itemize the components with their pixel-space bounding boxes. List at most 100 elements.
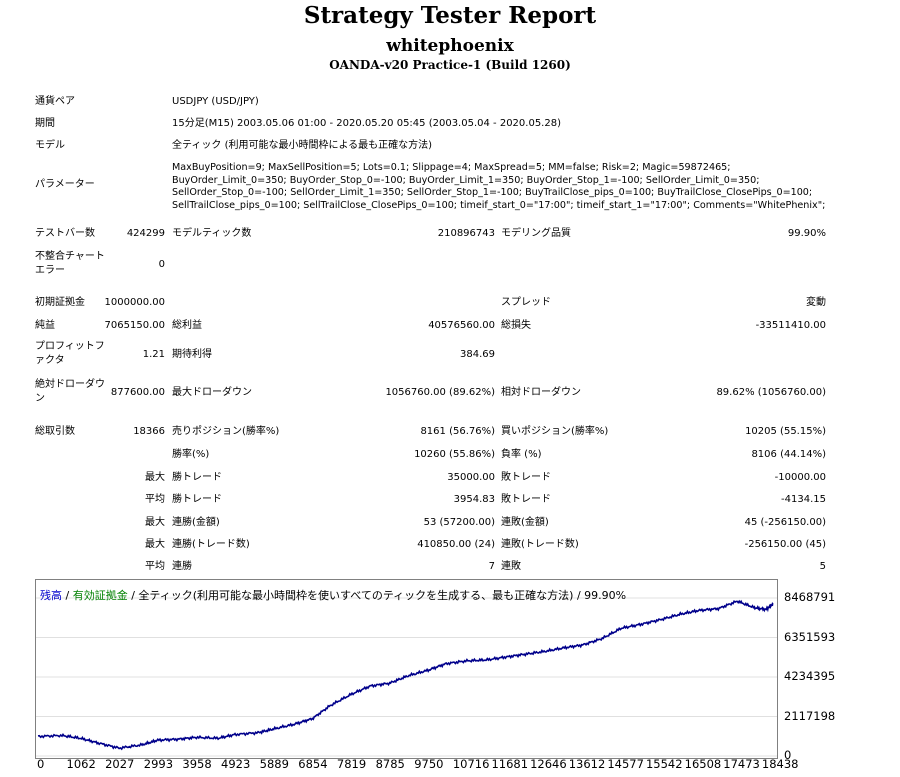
- legend-model-text: 全ティック(利用可能な最小時間枠を使いすべてのティックを生成する、最も正確な方法…: [138, 589, 627, 602]
- abs-drawdown-value: 877600.00: [110, 387, 165, 398]
- legend-balance: 残高: [40, 589, 62, 602]
- max-label-2: 最大: [145, 517, 165, 528]
- params-value: MaxBuyPosition=9; MaxSellPosition=5; Lot…: [172, 162, 826, 211]
- max-cons-profit-label: 連勝(トレード数): [172, 539, 250, 550]
- avg-cons-wins-value: 7: [488, 561, 495, 572]
- short-positions-value: 8161 (56.76%): [420, 426, 495, 437]
- avg-label-2: 平均: [145, 561, 165, 572]
- max-label-1: 最大: [145, 472, 165, 483]
- gross-loss-value: -33511410.00: [755, 320, 826, 331]
- x-tick-label-15: 14577: [607, 757, 644, 771]
- max-cons-loss-value: -256150.00 (45): [744, 539, 826, 550]
- max-cons-losses-label: 連敗(金額): [501, 517, 549, 528]
- params-label: パラメーター: [35, 179, 95, 190]
- win-rate-value: 10260 (55.86%): [414, 449, 495, 460]
- expected-payoff-label: 期待利得: [172, 349, 212, 360]
- max-cons-wins-value: 53 (57200.00): [423, 517, 495, 528]
- mismatch-label: 不整合チャートエラー: [35, 251, 105, 276]
- period-label: 期間: [35, 118, 55, 129]
- x-tick-label-2: 2027: [105, 757, 135, 771]
- y-tick-label-1: 6351593: [784, 629, 836, 644]
- net-profit-value: 7065150.00: [104, 320, 165, 331]
- deposit-label: 初期証拠金: [35, 297, 85, 308]
- mismatch-value: 0: [158, 259, 165, 270]
- x-tick-label-10: 9750: [414, 757, 444, 771]
- avg-loss-label: 敗トレード: [501, 494, 551, 505]
- bars-label: テストバー数: [35, 228, 95, 239]
- period-value: 15分足(M15) 2003.05.06 01:00 - 2020.05.20 …: [172, 118, 561, 129]
- avg-cons-losses-value: 5: [819, 561, 826, 572]
- deposit-value: 1000000.00: [104, 297, 165, 308]
- short-positions-label: 売りポジション(勝率%): [172, 426, 280, 437]
- x-tick-label-3: 2993: [143, 757, 174, 771]
- x-tick-label-5: 4923: [221, 757, 251, 771]
- server-build: OANDA-v20 Practice-1 (Build 1260): [329, 58, 571, 72]
- model-label: モデル: [35, 140, 65, 151]
- abs-drawdown-label: 絶対ドローダウン: [35, 379, 105, 404]
- balance-chart-svg: [36, 597, 777, 757]
- avg-cons-wins-label: 連勝: [172, 561, 192, 572]
- avg-win-label: 勝トレード: [172, 494, 222, 505]
- x-tick-label-12: 11681: [491, 757, 529, 771]
- max-drawdown-value: 1056760.00 (89.62%): [385, 387, 495, 398]
- rel-drawdown-value: 89.62% (1056760.00): [716, 387, 826, 398]
- total-trades-value: 18366: [133, 426, 165, 437]
- series-line-0: [37, 599, 774, 751]
- largest-win-value: 35000.00: [447, 472, 495, 483]
- x-tick-label-17: 16508: [684, 757, 722, 771]
- total-trades-label: 総取引数: [35, 426, 75, 437]
- x-tick-label-1: 1062: [66, 757, 96, 771]
- x-tick-label-11: 10716: [452, 757, 490, 771]
- pair-value: USDJPY (USD/JPY): [172, 96, 259, 107]
- spread-label: スプレッド: [501, 297, 551, 308]
- x-tick-label-7: 6854: [298, 757, 328, 771]
- gross-profit-value: 40576560.00: [428, 320, 495, 331]
- expected-payoff-value: 384.69: [460, 349, 495, 360]
- x-tick-label-19: 18438: [761, 757, 799, 771]
- profit-factor-label: プロフィットファクタ: [35, 341, 105, 366]
- gross-loss-label: 総損失: [501, 320, 531, 331]
- x-tick-label-0: 0: [37, 757, 45, 771]
- x-tick-label-14: 13612: [568, 757, 606, 771]
- largest-win-label: 勝トレード: [172, 472, 222, 483]
- y-tick-label-2: 4234395: [784, 669, 836, 683]
- largest-loss-label: 敗トレード: [501, 472, 551, 483]
- max-cons-profit-value: 410850.00 (24): [417, 539, 495, 550]
- spread-value: 変動: [806, 297, 826, 308]
- loss-rate-value: 8106 (44.14%): [751, 449, 826, 460]
- quality-value: 99.90%: [787, 228, 826, 239]
- legend-equity: 有効証拠金: [72, 589, 128, 602]
- x-tick-label-16: 15542: [645, 757, 683, 771]
- rel-drawdown-label: 相対ドローダウン: [501, 387, 581, 398]
- x-tick-label-18: 17473: [723, 757, 760, 771]
- ticks-label: モデルティック数: [172, 228, 252, 239]
- pair-label: 通貨ペア: [35, 96, 75, 107]
- x-tick-label-13: 12646: [530, 757, 567, 771]
- gross-profit-label: 総利益: [172, 320, 202, 331]
- largest-loss-value: -10000.00: [774, 472, 826, 483]
- avg-cons-losses-label: 連敗: [501, 561, 521, 572]
- model-value: 全ティック (利用可能な最小時間枠による最も正確な方法): [172, 140, 433, 151]
- quality-label: モデリング品質: [501, 228, 571, 239]
- win-rate-label: 勝率(%): [172, 449, 210, 460]
- max-cons-wins-label: 連勝(金額): [172, 517, 220, 528]
- x-tick-label-8: 7819: [336, 757, 367, 771]
- chart-legend: 残高 / 有効証拠金 / 全ティック(利用可能な最小時間枠を使いすべてのティック…: [40, 587, 626, 603]
- profit-factor-value: 1.21: [142, 349, 165, 360]
- avg-loss-value: -4134.15: [781, 494, 826, 505]
- report-title: Strategy Tester Report: [303, 2, 597, 29]
- max-drawdown-label: 最大ドローダウン: [172, 387, 252, 398]
- ticks-value: 210896743: [437, 228, 495, 239]
- avg-label-1: 平均: [145, 494, 165, 505]
- x-tick-label-9: 8785: [375, 757, 405, 771]
- y-tick-label-4: 0: [784, 748, 792, 762]
- max-label-3: 最大: [145, 539, 165, 550]
- long-positions-label: 買いポジション(勝率%): [501, 426, 609, 437]
- legend-separator-2: /: [127, 589, 139, 602]
- x-tick-label-4: 3958: [182, 757, 212, 771]
- max-cons-loss-label: 連敗(トレード数): [501, 539, 579, 550]
- x-tick-label-6: 5889: [259, 757, 289, 771]
- net-profit-label: 純益: [35, 320, 55, 331]
- account-name: whitephoenix: [386, 36, 514, 56]
- loss-rate-label: 負率 (%): [501, 449, 542, 460]
